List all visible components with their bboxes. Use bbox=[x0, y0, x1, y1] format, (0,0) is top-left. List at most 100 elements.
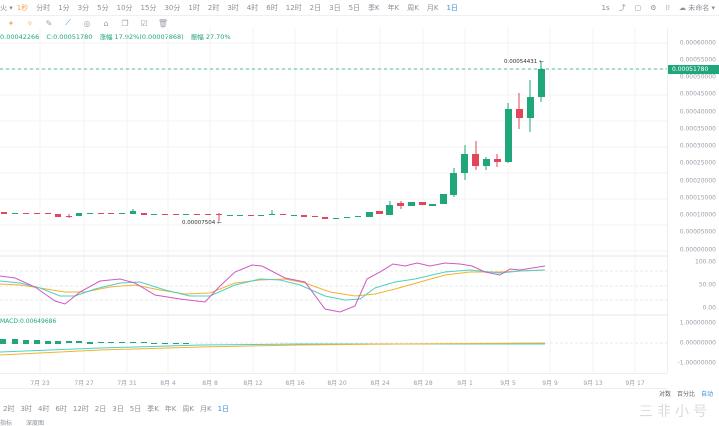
price-tick: 0.00005000 bbox=[679, 228, 716, 236]
period-1d[interactable]: 1日 bbox=[446, 3, 458, 12]
price-tick: 0.00020000 bbox=[679, 177, 716, 185]
scale-buttons: 对数 百分比 自动 bbox=[659, 389, 713, 398]
top-right-controls: 1s ⤴ ▢ ⚙ ⁞⁞ ☁ 未命名 ▾ bbox=[602, 0, 715, 16]
period-year[interactable]: 年K bbox=[164, 405, 177, 413]
period-4h[interactable]: 4时 bbox=[37, 405, 50, 413]
settings-icon[interactable]: ⚙ bbox=[650, 4, 657, 12]
price-tick: 0.00000000 bbox=[679, 246, 716, 254]
layout-name: 未命名 bbox=[688, 4, 710, 12]
log-scale-button[interactable]: 对数 bbox=[658, 391, 671, 398]
symbol-selector[interactable]: 火 ▾ bbox=[0, 3, 13, 12]
period-6h[interactable]: 6时 bbox=[266, 3, 278, 12]
period-5d[interactable]: 5日 bbox=[348, 3, 361, 12]
period-30m[interactable]: 30分 bbox=[164, 3, 181, 12]
layout-icon[interactable]: ⁞⁞ bbox=[665, 4, 671, 12]
period-3d[interactable]: 3日 bbox=[329, 3, 341, 12]
pencil-icon[interactable]: ✎ bbox=[45, 18, 53, 28]
price-axis[interactable]: 0.00060000 0.00055000 0.00050000 0.00045… bbox=[667, 28, 719, 373]
time-tick: 8月 12 bbox=[243, 380, 263, 387]
time-tick: 9月 5 bbox=[500, 380, 516, 387]
time-tick: 8月 20 bbox=[327, 380, 347, 387]
period-quarter[interactable]: 季K bbox=[368, 3, 380, 12]
price-tick: 0.00030000 bbox=[679, 142, 716, 150]
price-tick: 0.00040000 bbox=[679, 108, 716, 116]
ohlc-info: 0.00042266 C:0.00051780 涨幅 17.92%(0.0000… bbox=[0, 31, 236, 41]
period-month[interactable]: 月K bbox=[199, 405, 212, 413]
high-annotation: 0.00054431 ← bbox=[504, 59, 544, 65]
price-tick: 0.00035000 bbox=[679, 125, 716, 133]
percent-scale-button[interactable]: 百分比 bbox=[676, 391, 695, 398]
period-12h[interactable]: 12时 bbox=[72, 405, 89, 413]
magnet-icon[interactable]: ✦ bbox=[7, 18, 15, 28]
period-quarter[interactable]: 季K bbox=[147, 405, 159, 413]
period-month[interactable]: 月K bbox=[426, 3, 439, 12]
period-2d[interactable]: 2日 bbox=[94, 405, 107, 413]
period-week[interactable]: 周K bbox=[407, 3, 419, 12]
time-tick: 7月 27 bbox=[74, 380, 94, 387]
draw-line-icon[interactable]: ⟋ bbox=[65, 18, 71, 27]
period-1s[interactable]: 1秒 bbox=[16, 3, 29, 12]
period-2d[interactable]: 2日 bbox=[309, 3, 322, 12]
low-annotation: 0.00007504 ← bbox=[182, 220, 222, 226]
period-5d[interactable]: 5日 bbox=[129, 405, 142, 413]
period-bar: 火 ▾ 1秒 分时 1分 3分 5分 10分 15分 30分 1时 2时 3时 … bbox=[0, 0, 719, 16]
period-3h[interactable]: 3时 bbox=[227, 3, 239, 12]
kdj-tick: 0.00 bbox=[702, 304, 716, 312]
price-tick: 0.00010000 bbox=[679, 211, 716, 219]
period-6h[interactable]: 6时 bbox=[55, 405, 67, 413]
time-tick: 9月 1 bbox=[457, 380, 473, 387]
price-tick: 0.00060000 bbox=[679, 39, 716, 47]
time-tick: 8月 24 bbox=[370, 380, 390, 387]
time-tick: 9月 13 bbox=[583, 380, 603, 387]
period-3m[interactable]: 3分 bbox=[77, 3, 90, 12]
kdj-tick: 50.00 bbox=[698, 281, 716, 289]
time-tick: 8月 28 bbox=[413, 380, 433, 387]
period-12h[interactable]: 12时 bbox=[285, 3, 302, 12]
macd-tick: 0.00000000 bbox=[679, 339, 716, 347]
period-1d[interactable]: 1日 bbox=[217, 405, 230, 413]
period-year[interactable]: 年K bbox=[387, 3, 400, 12]
period-timeshare[interactable]: 分时 bbox=[36, 3, 51, 12]
magnet-lock-icon[interactable]: ✧ bbox=[26, 18, 34, 28]
layout-save-dropdown[interactable]: ☁ 未命名 ▾ bbox=[679, 4, 715, 12]
period-4h[interactable]: 4时 bbox=[246, 3, 259, 12]
edit-icon[interactable]: ☑ bbox=[140, 18, 148, 28]
lock-icon[interactable]: ⌂ bbox=[103, 18, 109, 28]
copy-icon[interactable]: ❐ bbox=[121, 18, 129, 28]
bottom-period-bar: 2时 3时 4时 6时 12时 2日 3日 5日 季K 年K 周K 月K 1日 bbox=[0, 402, 232, 416]
period-1m[interactable]: 1分 bbox=[58, 3, 70, 12]
period-10m[interactable]: 10分 bbox=[116, 3, 133, 12]
time-tick: 8月 8 bbox=[202, 380, 218, 387]
open-value: 0.00042266 bbox=[0, 33, 40, 41]
time-tick: 9月 17 bbox=[625, 380, 645, 387]
trash-icon[interactable]: 🗑 bbox=[157, 18, 169, 28]
price-tick: 0.00015000 bbox=[679, 194, 716, 202]
watermark: 三非小号 bbox=[639, 404, 711, 420]
period-2h[interactable]: 2时 bbox=[207, 3, 220, 12]
macd-label: MACD:0.00649686 bbox=[0, 318, 57, 325]
period-1h[interactable]: 1时 bbox=[188, 3, 200, 12]
macd-tick: -1.00000000 bbox=[677, 359, 716, 367]
kdj-tick: 100.00 bbox=[695, 258, 716, 266]
snapshot-icon[interactable]: ▢ bbox=[634, 4, 642, 12]
period-2h[interactable]: 2时 bbox=[3, 405, 15, 413]
interval-indicator[interactable]: 1s bbox=[601, 4, 610, 12]
period-3d[interactable]: 3日 bbox=[112, 405, 124, 413]
time-tick: 7月 23 bbox=[30, 380, 50, 387]
eye-icon[interactable]: ◎ bbox=[83, 18, 91, 28]
period-5m[interactable]: 5分 bbox=[97, 3, 109, 12]
auto-scale-button[interactable]: 自动 bbox=[700, 391, 713, 398]
price-tick: 0.00045000 bbox=[679, 90, 716, 98]
period-15m[interactable]: 15分 bbox=[140, 3, 157, 12]
share-icon[interactable]: ⤴ bbox=[618, 4, 626, 12]
tab-depth-chart[interactable]: 深度图 bbox=[26, 420, 45, 426]
macd-tick: 1.00000000 bbox=[679, 319, 716, 327]
amplitude-value: 振幅 27.70% bbox=[190, 33, 231, 41]
period-week[interactable]: 周K bbox=[182, 405, 194, 413]
tab-indicators[interactable]: 指标 bbox=[0, 420, 13, 426]
price-tick: 0.00055000 bbox=[679, 56, 716, 64]
period-3h[interactable]: 3时 bbox=[20, 405, 32, 413]
time-axis[interactable]: 7月 23 7月 27 7月 31 8月 4 8月 8 8月 12 8月 16 … bbox=[0, 373, 667, 389]
price-tick: 0.00050000 bbox=[679, 73, 716, 81]
